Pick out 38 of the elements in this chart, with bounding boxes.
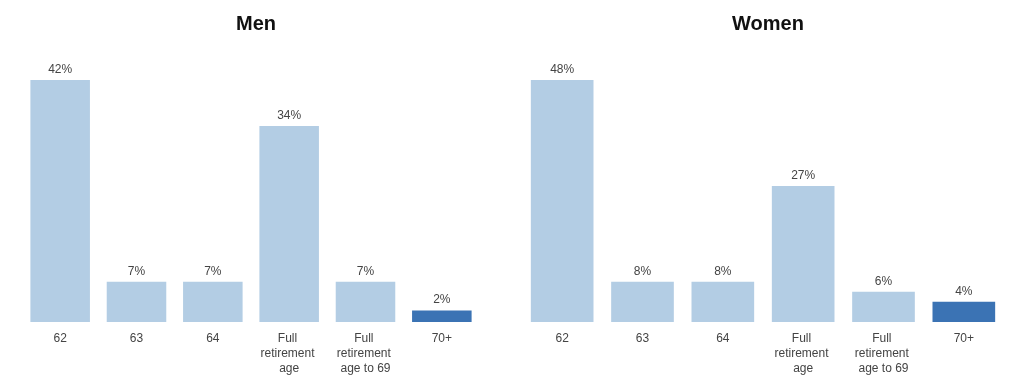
x-tick-label: Full retirement age to 69 [854,330,913,375]
bar [771,185,835,322]
x-tick-label: 70+ [431,330,453,345]
data-label: 48% [550,62,575,76]
data-label: 2% [433,292,451,307]
bar [183,281,243,322]
data-label: 34% [277,108,302,123]
chart-title: Women [732,12,804,34]
bar [30,80,90,322]
bar [335,281,396,322]
bar [932,301,996,322]
x-tick-label: 70+ [953,330,975,345]
data-label: 27% [791,167,816,182]
data-label: 6% [874,273,893,288]
bar [852,291,915,322]
bar [691,281,755,322]
x-tick-label: 64 [206,330,220,345]
bar [259,126,319,322]
data-label: 8% [714,263,732,278]
x-tick-label: Full retirement age [774,330,832,375]
data-label: 4% [955,283,973,298]
x-tick-label: Full retirement age to 69 [336,330,395,375]
x-tick-label: 64 [716,330,730,345]
x-tick-label: Full retirement age [260,330,318,375]
data-label: 7% [127,263,146,278]
data-label: 7% [204,263,222,278]
data-label: 42% [48,62,73,76]
x-tick-label: 63 [635,330,650,345]
x-tick-label: 62 [555,330,570,345]
bar [106,281,167,322]
bar [530,80,594,322]
x-tick-label: 62 [53,330,68,345]
chart-title: Men [236,12,276,34]
data-label: 8% [633,263,652,278]
x-tick-label: 63 [129,330,144,345]
data-label: 7% [356,263,375,278]
bar [611,281,674,322]
bar [412,310,472,322]
